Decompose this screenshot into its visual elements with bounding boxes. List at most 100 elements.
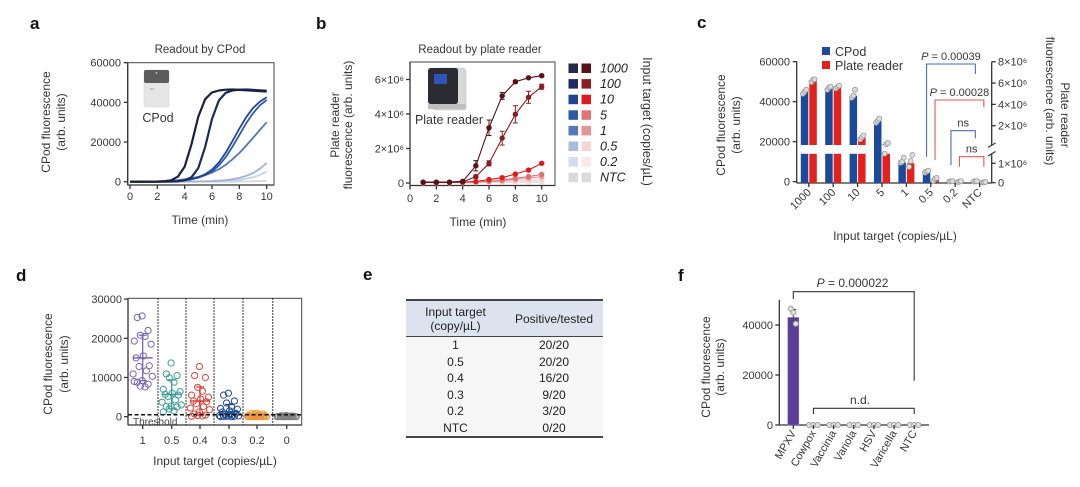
panel-d-chart: CPod fluorescence (arb. units) Input tar… bbox=[41, 294, 303, 468]
replicate-dot bbox=[982, 179, 989, 185]
significance-label: P = 0.000022 bbox=[817, 276, 889, 290]
legend-swatch-cpod bbox=[568, 172, 578, 183]
plate-reader-base bbox=[428, 104, 466, 109]
x-tick-label: 6 bbox=[209, 191, 215, 203]
significance-bracket bbox=[950, 130, 976, 165]
y-tick-label: 2×10⁶ bbox=[375, 144, 404, 156]
legend: CPod Plate reader bbox=[822, 45, 903, 73]
right-y-tick-label: 8×10⁶ bbox=[998, 57, 1027, 69]
data-point bbox=[525, 173, 532, 180]
legend-label: 0.5 bbox=[600, 140, 617, 154]
legend-swatch-cpod bbox=[822, 47, 830, 55]
data-point bbox=[486, 176, 492, 183]
panel-letter-f: f bbox=[678, 266, 684, 285]
positive-tested-cell: 20/20 bbox=[538, 338, 570, 353]
y-tick-label: 20000 bbox=[742, 370, 773, 382]
axis-break-mark bbox=[987, 150, 996, 157]
column-header-line1: Positive/tested bbox=[514, 311, 594, 326]
data-point bbox=[147, 340, 155, 348]
replicate-dot bbox=[925, 167, 932, 174]
y-tick-label: 6×10⁶ bbox=[375, 75, 404, 87]
x-tick-label: 8 bbox=[512, 193, 518, 205]
plate-reader-screen bbox=[434, 74, 447, 84]
data-point bbox=[198, 412, 206, 420]
x-tick-label: NTC bbox=[898, 428, 920, 454]
data-point bbox=[499, 93, 505, 99]
data-point bbox=[144, 326, 152, 335]
replicate-dot bbox=[860, 132, 867, 139]
y-tick-label: 4×10⁶ bbox=[375, 109, 404, 121]
data-point bbox=[539, 160, 545, 167]
significance-bracket bbox=[792, 291, 915, 381]
positive-tested-cell: 0/20 bbox=[542, 420, 566, 435]
p-symbol: P bbox=[930, 87, 938, 99]
data-point bbox=[188, 412, 196, 420]
replicate-dot bbox=[900, 154, 907, 161]
legend-label: 1000 bbox=[600, 62, 628, 76]
legend-swatch-cpod bbox=[568, 141, 578, 151]
legend-label-cpod: CPod bbox=[835, 45, 866, 59]
left-y-tick-label: 60000 bbox=[759, 57, 790, 69]
y-tick-label: 10000 bbox=[91, 373, 122, 385]
positive-tested-cell: 9/20 bbox=[542, 387, 566, 402]
panel-f-chart: CPod fluorescence (arb. units) 0 20000 400… bbox=[699, 276, 929, 470]
legend-label: NTC bbox=[600, 171, 627, 185]
x-tick-label: NTC bbox=[960, 187, 985, 212]
data-point bbox=[499, 135, 505, 141]
x-tick-label: 0.2 bbox=[249, 435, 264, 447]
input-target-cell: 1 bbox=[452, 338, 459, 353]
bar-cpod bbox=[849, 95, 858, 183]
replicate-dot bbox=[854, 421, 862, 429]
replicate-dot bbox=[814, 421, 821, 429]
replicate-dot bbox=[811, 76, 818, 83]
curve-1 bbox=[130, 121, 268, 183]
data-point bbox=[223, 399, 231, 407]
cpod-led-red bbox=[150, 88, 152, 90]
data-point bbox=[141, 332, 149, 340]
legend-swatch-plate-reader bbox=[581, 63, 591, 73]
legend-label-plate-reader: Plate reader bbox=[835, 59, 903, 73]
p-symbol: P bbox=[817, 276, 825, 290]
column-header-line1: Input target bbox=[425, 304, 486, 319]
x-tick-label: 0.5 bbox=[917, 187, 936, 206]
axis-break-gap bbox=[825, 145, 833, 154]
panel-b-chart: Readout by plate reader Plate reader flu… bbox=[328, 44, 654, 229]
data-point bbox=[525, 94, 532, 100]
data-point bbox=[245, 413, 253, 421]
data-point bbox=[133, 313, 141, 322]
legend-swatch-cpod bbox=[568, 94, 578, 105]
bar-cpod bbox=[825, 88, 833, 183]
bar-cpod bbox=[800, 91, 809, 183]
replicate-dot bbox=[876, 115, 883, 122]
x-tick-label: 10 bbox=[846, 187, 863, 204]
column-header-positive-tested: Positive/tested bbox=[505, 300, 603, 337]
legend-label: 10 bbox=[600, 93, 614, 107]
data-point bbox=[473, 173, 479, 180]
y-tick-label: 0 bbox=[115, 177, 121, 189]
y-axis-label-line2: (arb. units) bbox=[57, 335, 71, 392]
replicate-dot bbox=[958, 178, 964, 185]
data-point bbox=[171, 396, 179, 404]
legend-swatch-cpod bbox=[568, 110, 578, 120]
panel-letter-a: a bbox=[30, 14, 40, 33]
table-row: 0.5 20/20 bbox=[406, 354, 603, 371]
data-point bbox=[165, 374, 173, 382]
x-tick-label: 2 bbox=[433, 193, 439, 205]
bar-cpod bbox=[898, 162, 906, 183]
data-point bbox=[201, 373, 209, 382]
table-body: 1 20/20 0.5 20/20 0.4 16/20 0.3 9/20 0.2 3/20 NTC 0… bbox=[406, 336, 603, 437]
legend-label: 100 bbox=[600, 77, 621, 91]
data-point bbox=[512, 79, 519, 85]
axis-break-gap bbox=[809, 145, 817, 154]
x-tick-label: 0.5 bbox=[164, 435, 179, 447]
data-point bbox=[138, 312, 146, 320]
y-tick-label: 0 bbox=[116, 412, 122, 424]
data-point bbox=[446, 179, 453, 185]
y-axis-label-line1: CPod fluorescence bbox=[41, 313, 55, 415]
y-tick-label: 0 bbox=[767, 420, 773, 432]
replicate-dot bbox=[933, 174, 940, 181]
replicate-dot bbox=[949, 178, 956, 185]
